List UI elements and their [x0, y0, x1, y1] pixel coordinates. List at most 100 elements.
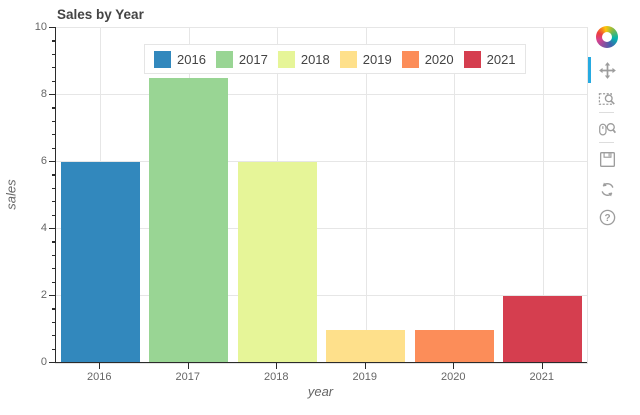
- y-major-tick: [49, 228, 55, 230]
- svg-text:?: ?: [604, 212, 610, 223]
- y-minor-tick: [51, 120, 55, 122]
- x-tick-label: 2016: [87, 371, 112, 383]
- plot-canvas[interactable]: [55, 27, 588, 364]
- x-major-tick: [453, 363, 455, 369]
- legend-label: 2021: [486, 51, 516, 67]
- y-tick-label: 6: [40, 155, 47, 167]
- y-minor-tick: [51, 281, 55, 283]
- pan-tool-button[interactable]: [594, 58, 620, 82]
- y-minor-tick: [51, 214, 55, 216]
- y-minor-tick: [51, 147, 55, 149]
- legend-entry: 2018: [277, 50, 330, 68]
- y-major-tick: [49, 94, 55, 96]
- y-major-tick: [49, 362, 55, 364]
- x-major-tick: [276, 363, 278, 369]
- x-tick-label: 2019: [352, 371, 377, 383]
- y-tick-label: 4: [40, 222, 47, 234]
- x-major-tick: [99, 363, 101, 369]
- legend: 2016 2017 2018 2019 2020 2021: [144, 44, 526, 74]
- y-major-tick: [49, 27, 55, 29]
- y-minor-tick: [51, 321, 55, 323]
- bokeh-toolbar: ?: [588, 0, 624, 260]
- x-tick-label: 2017: [175, 371, 200, 383]
- bar-2021: [503, 296, 583, 363]
- x-axis-line: [55, 362, 587, 364]
- bokeh-logo[interactable]: [596, 26, 618, 48]
- wheel-zoom-tool-button[interactable]: [594, 116, 620, 140]
- y-minor-tick: [51, 174, 55, 176]
- y-gridline: [56, 161, 587, 162]
- y-minor-tick: [51, 308, 55, 310]
- save-tool-button[interactable]: [594, 147, 620, 171]
- toolbar-separator: [599, 111, 614, 113]
- legend-swatch: [154, 50, 171, 68]
- reset-tool-button[interactable]: [594, 177, 620, 201]
- box-zoom-icon: [598, 90, 617, 109]
- y-minor-tick: [51, 53, 55, 55]
- y-minor-tick: [51, 187, 55, 189]
- y-tick-label: 2: [40, 289, 47, 301]
- toolbar-separator: [599, 141, 614, 143]
- pan-icon: [598, 61, 617, 80]
- y-major-tick: [49, 161, 55, 163]
- bar-2019: [326, 329, 406, 363]
- legend-label: 2016: [177, 51, 206, 67]
- legend-entry: 2019: [339, 50, 392, 68]
- y-minor-tick: [51, 107, 55, 109]
- chart-title: Sales by Year: [57, 7, 144, 22]
- legend-label: 2017: [238, 51, 268, 67]
- bar-2018: [237, 162, 317, 363]
- y-gridline: [56, 228, 587, 229]
- bar-2020: [414, 329, 494, 363]
- legend-entry: 2021: [463, 50, 516, 68]
- active-tool-indicator: [588, 57, 591, 83]
- box-zoom-tool-button[interactable]: [594, 87, 620, 111]
- x-gridline: [454, 28, 456, 363]
- legend-swatch: [463, 50, 481, 68]
- legend-entry: 2020: [401, 50, 454, 68]
- reset-icon: [598, 180, 617, 199]
- bar-2017: [149, 78, 229, 363]
- x-tick-label: 2021: [529, 371, 554, 383]
- legend-swatch: [277, 50, 295, 68]
- y-gridline: [56, 94, 587, 95]
- y-tick-label: 0: [40, 356, 47, 368]
- legend-swatch: [401, 50, 419, 68]
- y-minor-tick: [51, 80, 55, 82]
- x-major-tick: [541, 363, 543, 369]
- y-major-tick: [49, 295, 55, 297]
- y-tick-label: 10: [34, 21, 47, 33]
- x-gridline: [542, 28, 544, 363]
- y-minor-tick: [51, 67, 55, 69]
- legend-swatch: [339, 50, 357, 68]
- legend-label: 2020: [424, 51, 454, 67]
- legend-entry: 2016: [154, 50, 206, 68]
- y-minor-tick: [51, 268, 55, 270]
- x-gridline: [365, 28, 367, 363]
- legend-label: 2018: [300, 51, 330, 67]
- help-icon: ?: [598, 208, 617, 227]
- save-icon: [598, 150, 617, 169]
- bar-2016: [60, 162, 140, 363]
- x-tick-label: 2018: [264, 371, 289, 383]
- legend-label: 2019: [362, 51, 392, 67]
- help-tool-button[interactable]: ?: [594, 205, 620, 229]
- wheel-zoom-icon: [598, 119, 617, 138]
- legend-entry: 2017: [215, 50, 268, 68]
- y-tick-label: 8: [40, 88, 47, 100]
- y-minor-tick: [51, 134, 55, 136]
- x-axis-label: year: [307, 384, 334, 399]
- x-major-tick: [364, 363, 366, 369]
- y-gridline: [56, 295, 587, 296]
- y-minor-tick: [51, 348, 55, 350]
- legend-swatch: [215, 50, 233, 68]
- y-minor-tick: [51, 335, 55, 337]
- y-axis-line: [55, 27, 57, 363]
- y-axis-label: sales: [3, 179, 19, 210]
- y-minor-tick: [51, 241, 55, 243]
- y-gridline: [56, 27, 587, 28]
- y-minor-tick: [51, 201, 55, 203]
- x-major-tick: [187, 363, 189, 369]
- y-minor-tick: [51, 40, 55, 42]
